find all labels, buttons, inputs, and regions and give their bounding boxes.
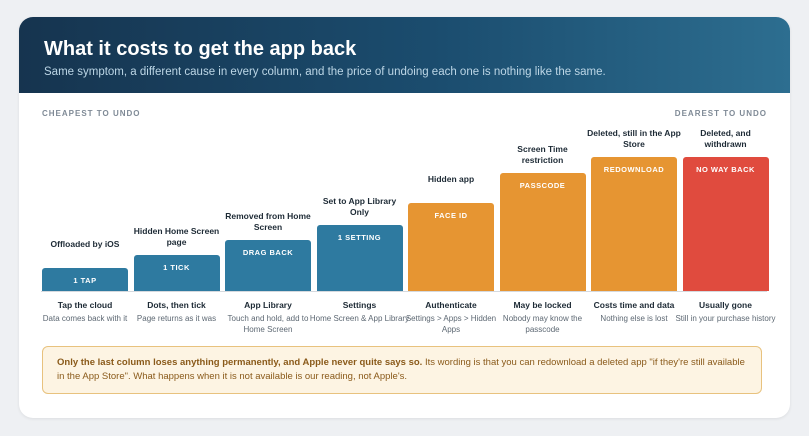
column-caption: Settings: [342, 300, 377, 310]
column-description: Touch and hold, add to Home Screen: [227, 314, 309, 334]
bar-label: 1 TICK: [163, 263, 190, 272]
bar-label: FACE ID: [434, 211, 468, 220]
column-heading: Hidden Home Screen page: [133, 226, 220, 247]
card-header: What it costs to get the app back Same s…: [19, 17, 790, 93]
column-description: Home Screen & App Library: [309, 314, 410, 323]
cheapest-label: CHEAPEST TO UNDO: [42, 109, 141, 118]
baseline-divider: [41, 291, 767, 292]
column-caption: Authenticate: [425, 300, 477, 310]
column-description: Settings > Apps > Hidden Apps: [405, 314, 497, 334]
column-description: Page returns as it was: [136, 314, 217, 323]
column-description: Still in your purchase history: [675, 314, 776, 323]
footnote-callout: Only the last column loses anything perm…: [42, 346, 762, 394]
cost-card: What it costs to get the app back Same s…: [19, 17, 790, 418]
column-heading: Deleted, still in the App Store: [587, 128, 681, 149]
bar-label: DRAG BACK: [242, 248, 294, 257]
cost-bar: 1 TAP: [42, 268, 128, 291]
cost-bar: 1 SETTING: [316, 225, 403, 291]
cost-bar: REDOWNLOAD: [591, 157, 677, 291]
footnote-strong: Only the last column loses anything perm…: [57, 357, 423, 368]
column-caption: Tap the cloud: [57, 300, 113, 310]
cost-bar: DRAG BACK: [225, 240, 311, 291]
column-description: Nothing else is lost: [600, 314, 668, 323]
page-subtitle: Same symptom, a different cause in every…: [44, 66, 606, 78]
column-caption: Dots, then tick: [147, 300, 206, 310]
page-title: What it costs to get the app back: [44, 38, 357, 60]
column-caption: Costs time and data: [593, 300, 675, 310]
bar-label: NO WAY BACK: [696, 165, 755, 174]
cost-bar: FACE ID: [408, 203, 494, 291]
column-description: Nobody may know the passcode: [502, 314, 583, 334]
column-heading: Deleted, and withdrawn: [700, 128, 751, 149]
column-heading: Offloaded by iOS: [50, 239, 120, 249]
column-caption: Usually gone: [699, 300, 752, 310]
bar-label: 1 TAP: [73, 276, 97, 285]
column-heading: Removed from Home Screen: [225, 211, 311, 232]
cost-bar: 1 TICK: [133, 255, 220, 291]
bar-label: 1 SETTING: [337, 233, 382, 242]
dearest-label: DEAREST TO UNDO: [674, 109, 767, 118]
column-heading: Screen Time restriction: [517, 144, 568, 165]
bar-label: REDOWNLOAD: [603, 165, 665, 174]
column-heading: Set to App Library Only: [322, 196, 397, 217]
column-caption: May be locked: [513, 300, 572, 310]
footnote-text: Its wording is that you can redownload a…: [57, 357, 745, 382]
column-description: Data comes back with it: [42, 314, 128, 323]
column-heading: Hidden app: [427, 174, 475, 184]
cost-bar: NO WAY BACK: [682, 157, 769, 291]
cost-bar: PASSCODE: [499, 173, 586, 291]
bar-label: PASSCODE: [519, 181, 566, 190]
column-caption: App Library: [244, 300, 292, 310]
